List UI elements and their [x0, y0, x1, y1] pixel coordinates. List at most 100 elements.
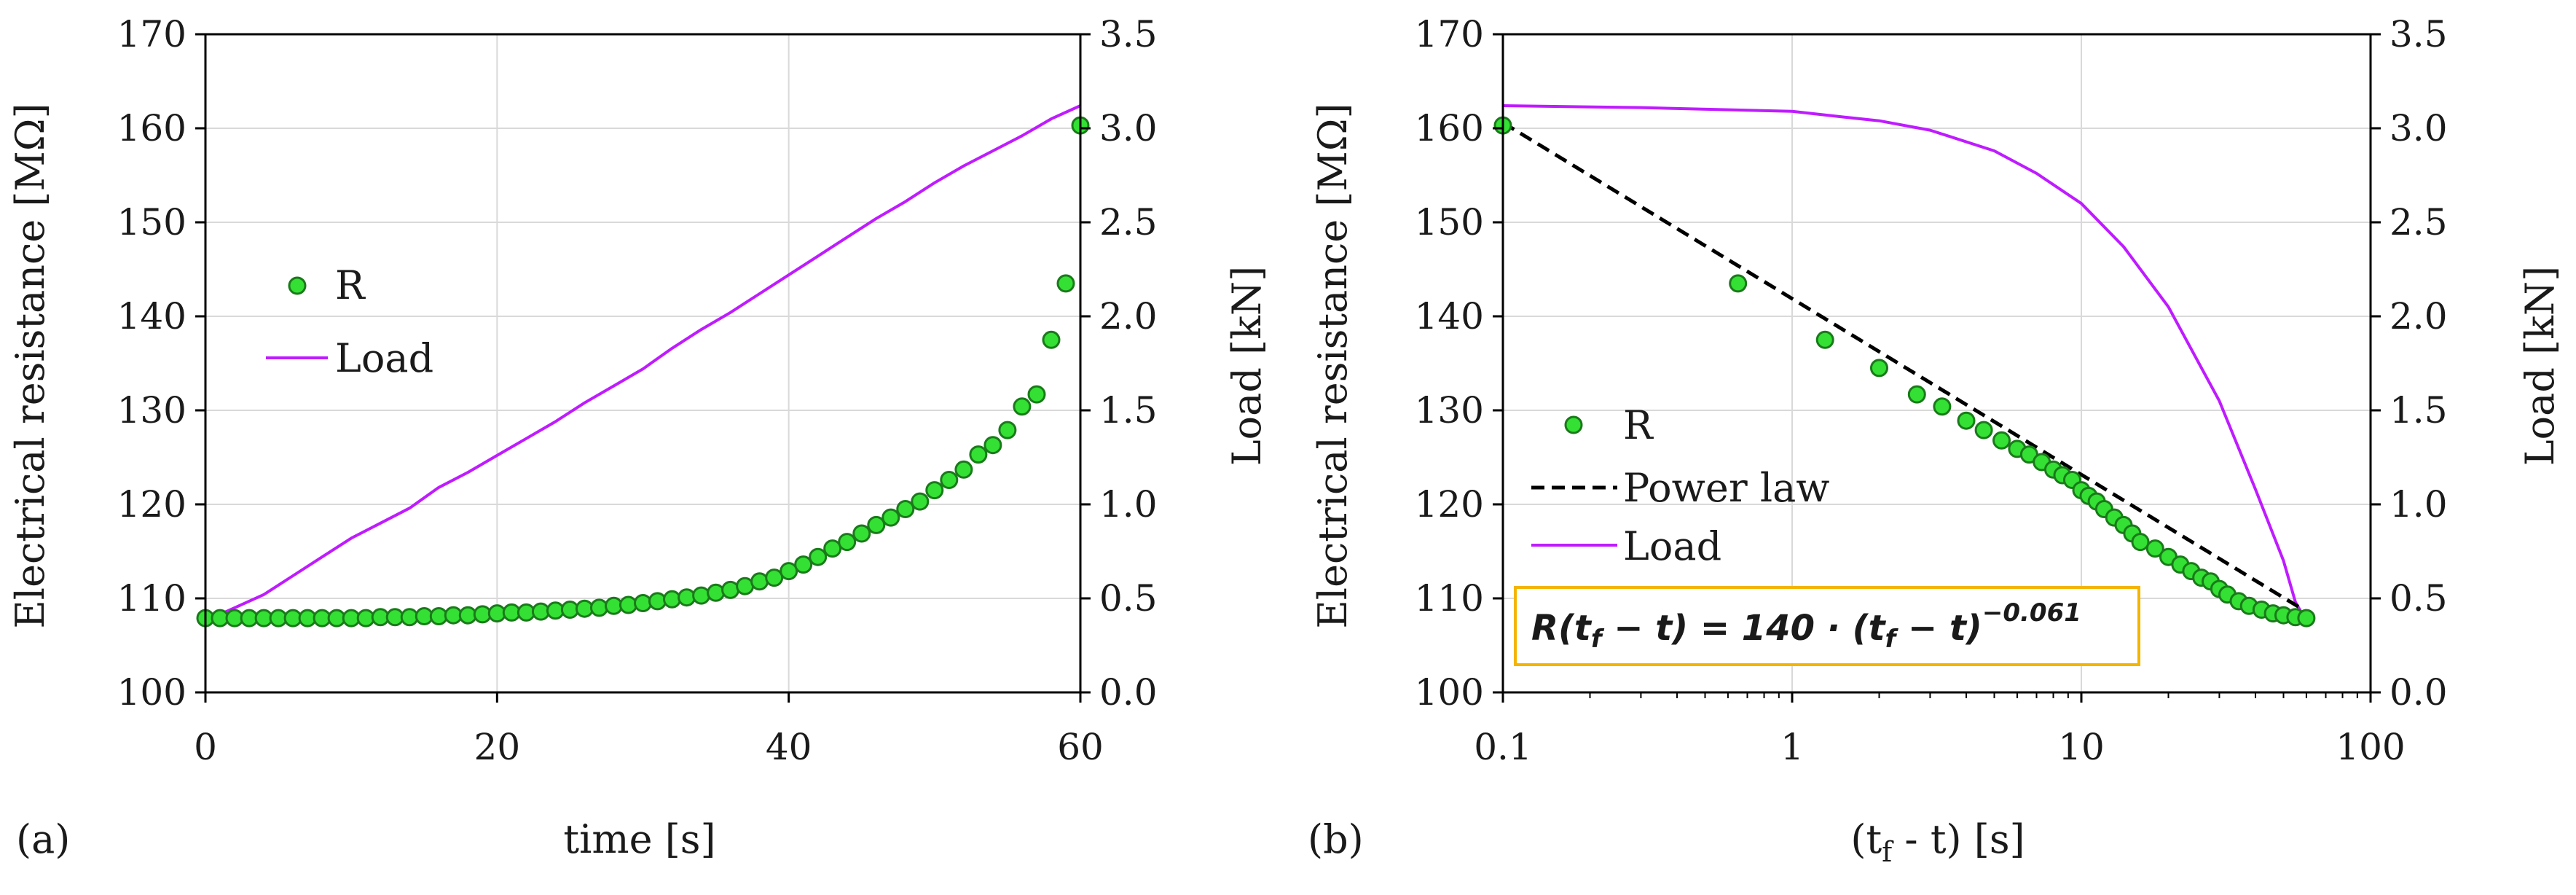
resistance-point — [867, 515, 886, 534]
y-left-tick-label: 140 — [1415, 295, 1484, 337]
resistance-point — [1957, 411, 1976, 430]
y-left-tick-label: 140 — [117, 295, 186, 337]
legend-r-marker — [1564, 415, 1583, 434]
resistance-point — [881, 508, 900, 527]
y-left-tick-label: 160 — [1415, 107, 1484, 149]
y-right-tick-label: 1.5 — [1099, 389, 1158, 431]
y-right-tick-label: 3.5 — [1099, 13, 1158, 55]
resistance-point — [809, 547, 828, 566]
x-tick-label: 10 — [2058, 726, 2105, 768]
y-right-tick-label: 3.5 — [2390, 13, 2448, 55]
x-tick-label: 0.1 — [1474, 726, 1532, 768]
panel-a-right-y-ticks: 0.0 0.5 1.0 1.5 2.0 2.5 3.0 3.5 — [1080, 13, 1158, 714]
y-left-tick-label: 170 — [1415, 13, 1484, 55]
y-right-tick-label: 3.0 — [1099, 107, 1158, 149]
resistance-point — [823, 539, 842, 558]
resistance-point — [648, 592, 667, 611]
panel-b-left-y-ticks: 100 110 120 130 140 150 160 170 — [1415, 13, 1503, 714]
y-left-tick-label: 170 — [117, 13, 186, 55]
x-tick-label: 1 — [1780, 726, 1804, 768]
resistance-point — [1056, 274, 1075, 293]
load-line — [205, 104, 1081, 622]
y-left-tick-label: 100 — [1415, 671, 1484, 714]
resistance-point — [1027, 385, 1046, 404]
legend-power-law-label: Power law — [1623, 465, 1830, 511]
resistance-point — [634, 594, 652, 612]
resistance-point — [911, 492, 930, 511]
y-right-tick-label: 0.0 — [1099, 671, 1158, 714]
y-left-tick-label: 120 — [1415, 483, 1484, 525]
resistance-point — [1870, 359, 1888, 378]
resistance-point — [940, 471, 959, 489]
resistance-point — [678, 588, 696, 607]
y-left-tick-label: 150 — [1415, 201, 1484, 243]
panel-b-load-series — [1502, 104, 2308, 622]
resistance-point — [707, 583, 726, 602]
resistance-point — [2297, 609, 2316, 628]
panel-b-left-y-axis-label: Electrical resistance [MΩ] — [1310, 103, 1356, 628]
resistance-point — [1729, 274, 1748, 293]
resistance-point — [2145, 539, 2164, 558]
load-line — [1502, 104, 2308, 622]
panel-b-right-y-ticks: 0.0 0.5 1.0 1.5 2.0 2.5 3.0 3.5 — [2371, 13, 2448, 714]
resistance-point — [794, 555, 813, 574]
panel-b-x-axis-label: (tf - t) [s] — [1850, 816, 2025, 868]
resistance-point — [925, 481, 944, 500]
formula-border — [1514, 586, 2140, 666]
y-right-tick-label: 3.0 — [2390, 107, 2448, 149]
resistance-point — [692, 586, 711, 605]
y-right-tick-label: 2.0 — [2390, 295, 2448, 337]
y-left-tick-label: 120 — [117, 483, 186, 525]
y-right-tick-label: 0.5 — [1099, 577, 1158, 620]
resistance-point — [1815, 330, 1834, 349]
legend-load-label: Load — [1623, 523, 1721, 569]
resistance-point — [983, 436, 1002, 455]
resistance-point — [896, 500, 915, 518]
y-left-tick-label: 130 — [1415, 389, 1484, 431]
panel-a-x-axis-label: time [s] — [563, 816, 715, 862]
power-law-formula-box: R(tf − t) = 140 · (tf − t)−0.061 — [1514, 586, 2140, 666]
resistance-point — [663, 590, 681, 609]
resistance-point — [619, 595, 637, 614]
panel-a-left-y-ticks: 100 110 120 130 140 150 160 170 — [117, 13, 205, 714]
resistance-point — [780, 562, 798, 581]
resistance-point — [838, 533, 857, 552]
legend-r-label: R — [335, 262, 366, 308]
resistance-point — [750, 572, 769, 591]
y-right-tick-label: 2.5 — [2390, 201, 2448, 243]
legend-load-label: Load — [335, 335, 433, 381]
panel-a-load-series — [205, 104, 1081, 622]
panel-a-label: (a) — [16, 816, 70, 862]
resistance-point — [954, 460, 973, 479]
panel-a-legend: R Load — [266, 262, 433, 381]
y-right-tick-label: 0.5 — [2390, 577, 2448, 620]
legend-r-label: R — [1623, 402, 1654, 448]
resistance-point — [852, 524, 871, 543]
y-right-tick-label: 1.5 — [2390, 389, 2448, 431]
power-law-formula: R(tf − t) = 140 · (tf − t)−0.061 — [1531, 598, 2081, 654]
y-right-tick-label: 2.0 — [1099, 295, 1158, 337]
x-tick-label: 0 — [194, 726, 217, 768]
panel-a-plot-frame — [204, 33, 1082, 694]
resistance-point — [2131, 533, 2150, 552]
y-left-tick-label: 100 — [117, 671, 186, 714]
x-tick-label: 100 — [2336, 726, 2405, 768]
legend-r-marker — [288, 276, 307, 295]
resistance-point — [969, 445, 988, 464]
resistance-point — [1933, 397, 1952, 416]
y-right-tick-label: 1.0 — [2390, 483, 2448, 525]
panel-b-legend: R Power law Load — [1531, 402, 1830, 569]
y-left-tick-label: 160 — [117, 107, 186, 149]
panel-a-r-series — [196, 116, 1090, 628]
y-left-tick-label: 110 — [117, 577, 186, 620]
y-left-tick-label: 110 — [1415, 577, 1484, 620]
resistance-point — [765, 568, 784, 587]
resistance-point — [1974, 421, 1993, 439]
panel-b-plot-frame — [1501, 33, 2372, 694]
resistance-point — [1013, 397, 1032, 416]
resistance-point — [1042, 330, 1061, 349]
panel-b-right-y-axis-label: Load [kN] — [2517, 266, 2563, 466]
